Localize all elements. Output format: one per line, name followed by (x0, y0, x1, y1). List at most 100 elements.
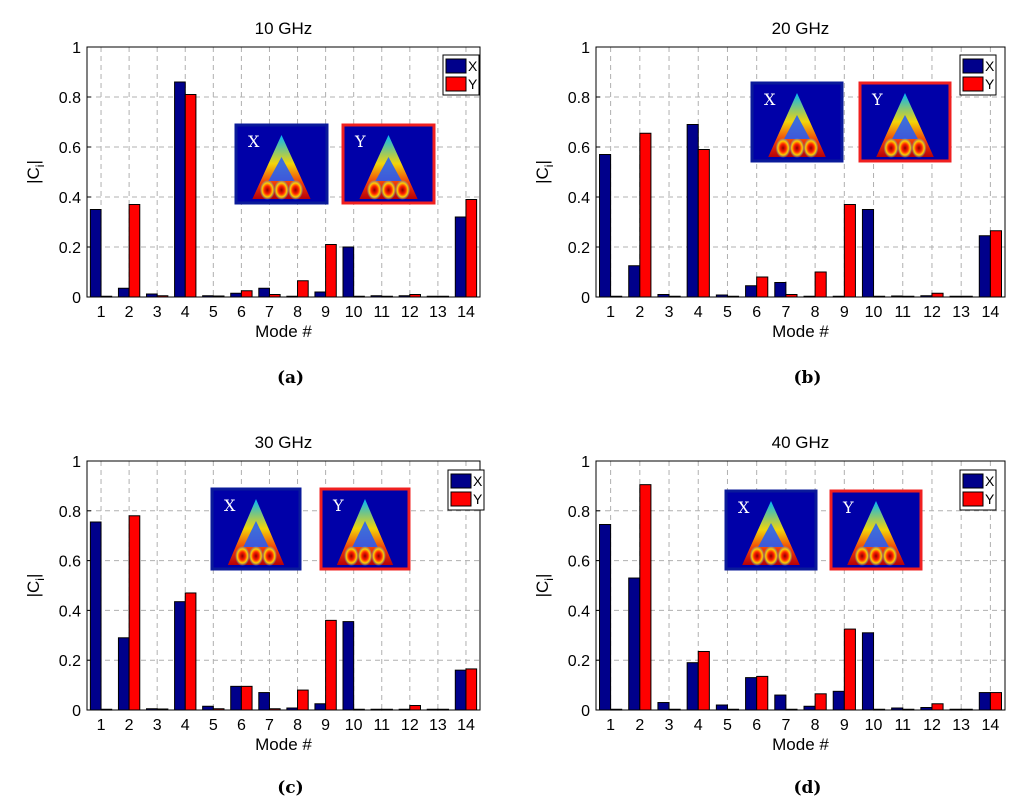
x-tick-label: 11 (894, 717, 911, 734)
bar-y-mode-8 (814, 693, 827, 711)
x-tick-label: 13 (429, 304, 447, 321)
inset-lobe (273, 180, 290, 200)
legend-swatch-x (450, 473, 472, 489)
bar-x-mode-14 (978, 692, 991, 711)
x-tick-label: 8 (293, 304, 302, 321)
bar-y-mode-8 (814, 271, 827, 298)
chart-title: 10 GHz (255, 19, 313, 38)
x-tick-label: 5 (723, 717, 732, 734)
legend-label: X (985, 473, 995, 489)
y-axis-label: |Ci| (533, 160, 556, 184)
bar-x-mode-6 (230, 292, 242, 298)
x-tick-label: 2 (635, 304, 644, 321)
x-tick-label: 14 (981, 717, 999, 734)
x-tick-label: 7 (781, 304, 790, 321)
y-tick-label: 0 (72, 290, 81, 307)
legend-label: Y (985, 491, 995, 507)
inset-label: Y (842, 498, 854, 517)
inset-label: X (764, 90, 776, 109)
x-tick-label: 9 (321, 304, 330, 321)
inset-core (784, 115, 810, 139)
bar-x-mode-6 (745, 677, 758, 711)
bar-y-mode-12 (409, 705, 421, 711)
inset-core (375, 157, 402, 181)
bar-y-mode-14 (465, 199, 478, 298)
y-tick-label: 0.6 (59, 554, 81, 571)
bar-y-mode-4 (184, 592, 197, 711)
bar-y-mode-4 (697, 149, 710, 298)
inset-core (863, 523, 889, 547)
bar-x-mode-10 (861, 209, 875, 298)
y-tick-label: 0.4 (568, 603, 590, 620)
inset-lobe (248, 546, 264, 566)
x-tick-label: 14 (981, 304, 999, 321)
bar-y-mode-9 (843, 628, 856, 711)
y-tick-label: 1 (72, 454, 81, 471)
inset-lobe (897, 138, 913, 158)
y-tick-label: 0.8 (568, 90, 590, 107)
inset-lobe (357, 546, 373, 566)
x-axis-label: Mode # (255, 322, 312, 341)
y-tick-label: 0 (72, 703, 81, 720)
bar-y-mode-8 (297, 280, 309, 298)
y-tick-label: 1 (72, 40, 81, 57)
bar-y-mode-9 (843, 204, 856, 298)
bar-y-mode-9 (325, 619, 337, 711)
bar-y-mode-8 (297, 689, 309, 711)
bar-x-mode-4 (174, 601, 186, 711)
y-axis-label: |Ci| (533, 574, 556, 598)
bar-x-mode-9 (314, 703, 327, 711)
x-tick-label: 9 (840, 304, 849, 321)
legend: XY (442, 54, 480, 96)
legend-label: X (985, 58, 995, 74)
y-tick-label: 0 (581, 703, 590, 720)
x-tick-label: 1 (606, 304, 615, 321)
inset-y: Y (319, 487, 411, 571)
inset-label: Y (871, 90, 883, 109)
y-tick-label: 0.2 (59, 240, 81, 257)
bar-x-mode-14 (978, 235, 991, 298)
x-tick-label: 3 (665, 717, 674, 734)
inset-lobe (380, 180, 397, 200)
x-tick-label: 6 (237, 304, 246, 321)
inset-lobe (803, 138, 819, 158)
x-tick-label: 4 (694, 304, 703, 321)
bar-x-mode-2 (628, 265, 641, 298)
legend-swatch-x (962, 473, 984, 489)
inset-lobe (868, 546, 884, 566)
inset-x: X (724, 489, 818, 571)
bar-y-mode-14 (465, 668, 478, 711)
x-tick-label: 11 (894, 304, 911, 321)
bar-y-mode-14 (989, 692, 1002, 711)
y-tick-label: 0.4 (59, 603, 81, 620)
bar-y-mode-9 (325, 244, 337, 298)
legend: XY (447, 469, 485, 511)
bar-x-mode-5 (715, 704, 728, 711)
x-tick-label: 10 (345, 717, 363, 734)
y-axis-label: |Ci| (24, 574, 47, 598)
x-tick-label: 13 (429, 717, 447, 734)
x-tick-label: 4 (181, 304, 190, 321)
inset-lobe (777, 546, 793, 566)
x-tick-label: 10 (865, 717, 883, 734)
bar-x-mode-7 (774, 282, 787, 298)
x-tick-label: 5 (209, 717, 218, 734)
inset-lobe (854, 546, 870, 566)
bar-y-mode-6 (756, 675, 769, 711)
bar-x-mode-4 (686, 124, 699, 298)
inset-core (892, 115, 918, 139)
legend: XY (959, 54, 997, 96)
x-axis-label: Mode # (772, 735, 829, 754)
bar-y-mode-2 (128, 204, 141, 298)
bar-x-mode-14 (454, 669, 467, 711)
x-tick-label: 9 (321, 717, 330, 734)
bar-x-mode-3 (657, 702, 670, 711)
bar-x-mode-7 (258, 692, 270, 711)
axes-frame (86, 460, 481, 711)
y-tick-label: 0.6 (568, 140, 590, 157)
inset-label: Y (332, 496, 344, 515)
x-axis-label: Mode # (772, 322, 829, 341)
